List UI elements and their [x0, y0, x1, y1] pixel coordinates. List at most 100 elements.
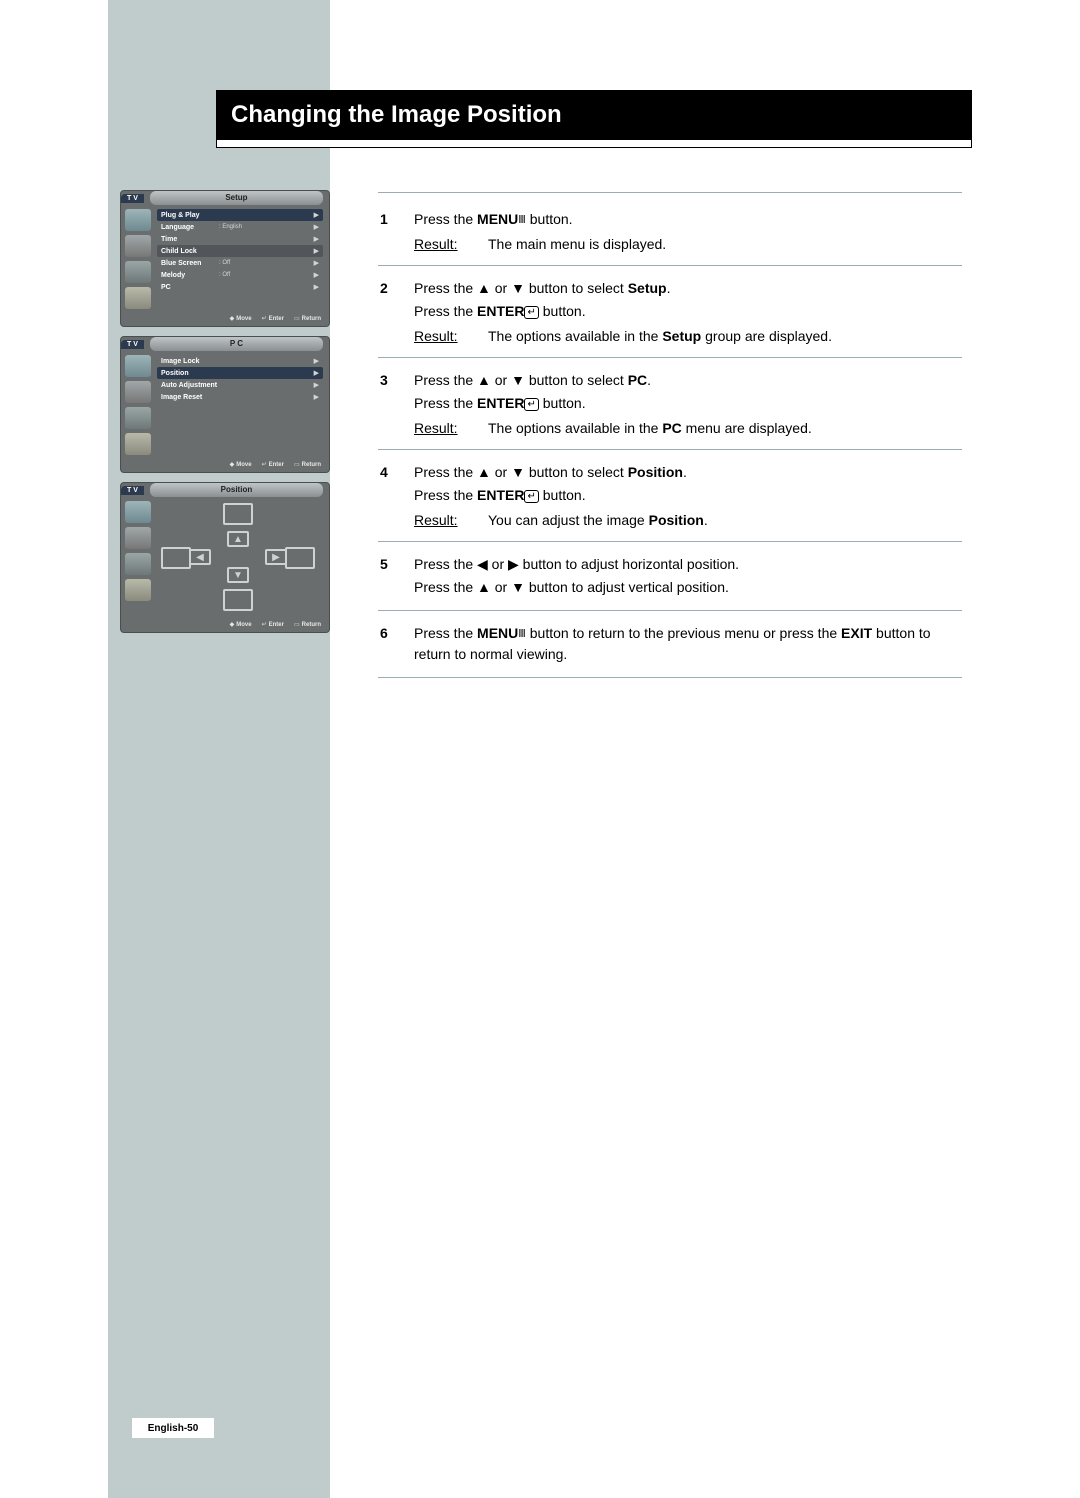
position-screen-right	[285, 547, 315, 569]
step-line: Press the ◀ or ▶ button to adjust horizo…	[414, 554, 962, 575]
osd-row-label: Blue Screen	[161, 260, 219, 267]
osd-row: Blue Screen: Off▶	[157, 257, 323, 269]
step-body: Press the ▲ or ▼ button to select Setup.…	[414, 278, 962, 347]
osd-row-label: Image Lock	[161, 358, 219, 365]
position-screen-top	[223, 503, 253, 525]
step-body: Press the MENUⅢ button. Result:The main m…	[414, 209, 962, 255]
osd-footer-move: ◆ Move	[230, 461, 252, 468]
step-line: Press the ENTER↵ button.	[414, 301, 962, 322]
result-label: Result:	[414, 326, 488, 347]
osd-icon	[125, 579, 151, 601]
osd-setup-menu: T V Setup Plug & Play▶Language: English▶…	[120, 190, 330, 327]
osd-row: Child Lock ▶	[157, 245, 323, 257]
chevron-right-icon: ▶	[314, 247, 319, 255]
osd-footer-move: ◆ Move	[230, 315, 252, 322]
position-screen-bottom	[223, 589, 253, 611]
osd-row-label: Plug & Play	[161, 212, 219, 219]
steps-container: 1Press the MENUⅢ button.Result:The main …	[378, 192, 962, 684]
osd-footer-move: ◆ Move	[230, 621, 252, 628]
osd-row: Time ▶	[157, 233, 323, 245]
osd-title: Setup	[150, 191, 323, 205]
osd-row-label: Image Reset	[161, 394, 219, 401]
osd-icon	[125, 261, 151, 283]
osd-footer-enter: ↵ Enter	[262, 315, 284, 322]
arrow-up-icon: ▲	[227, 531, 249, 547]
step: 3Press the ▲ or ▼ button to select PC.Pr…	[378, 364, 962, 445]
step-result: Result:You can adjust the image Position…	[414, 510, 962, 531]
result-label: Result:	[414, 510, 488, 531]
arrow-right-icon: ▶	[265, 549, 287, 565]
top-rule	[378, 192, 962, 193]
osd-tv-label: T V	[121, 340, 144, 349]
result-text: The options available in the Setup group…	[488, 326, 962, 347]
osd-row-label: Auto Adjustment	[161, 382, 219, 389]
osd-icon	[125, 381, 151, 403]
page-title-bar: Changing the Image Position	[216, 90, 972, 140]
osd-position-diagram: ▲ ◀ ▶ ▼	[161, 503, 323, 613]
osd-icon	[125, 209, 151, 231]
step-body: Press the ▲ or ▼ button to select Positi…	[414, 462, 962, 531]
osd-icon	[125, 501, 151, 523]
arrow-left-icon: ◀	[189, 549, 211, 565]
step-body: Press the ▲ or ▼ button to select PC.Pre…	[414, 370, 962, 439]
chevron-right-icon: ▶	[314, 283, 319, 291]
chevron-right-icon: ▶	[314, 369, 319, 377]
step: 1Press the MENUⅢ button.Result:The main …	[378, 203, 962, 261]
osd-row-value: : Off	[219, 260, 314, 266]
enter-icon: ↵	[524, 490, 538, 503]
step: 2Press the ▲ or ▼ button to select Setup…	[378, 272, 962, 353]
osd-row-label: Time	[161, 236, 219, 243]
osd-row-label: PC	[161, 284, 219, 291]
osd-footer: ◆ Move ↵ Enter ▭ Return	[121, 619, 329, 632]
osd-icon	[125, 527, 151, 549]
osd-side-icons	[121, 205, 155, 313]
result-text: The main menu is displayed.	[488, 234, 962, 255]
result-label: Result:	[414, 234, 488, 255]
menu-icon: Ⅲ	[518, 626, 526, 643]
step-number: 3	[378, 370, 414, 439]
osd-row: Image Lock▶	[157, 355, 323, 367]
osd-pc-menu: T V P C Image Lock▶Position▶Auto Adjustm…	[120, 336, 330, 473]
osd-row: Auto Adjustment▶	[157, 379, 323, 391]
osd-side-icons	[121, 497, 155, 619]
osd-list: Plug & Play▶Language: English▶Time▶Child…	[155, 205, 329, 313]
step-line: Press the ENTER↵ button.	[414, 393, 962, 414]
osd-tv-label: T V	[121, 194, 144, 203]
arrow-down-icon: ▼	[227, 567, 249, 583]
step-body: Press the ◀ or ▶ button to adjust horizo…	[414, 554, 962, 600]
step-line: Press the ENTER↵ button.	[414, 485, 962, 506]
title-bar-underline	[216, 140, 972, 148]
osd-icon	[125, 287, 151, 309]
step: 4Press the ▲ or ▼ button to select Posit…	[378, 456, 962, 537]
enter-icon: ↵	[524, 398, 538, 411]
osd-icon	[125, 355, 151, 377]
osd-row-value: : English	[219, 224, 314, 230]
step: 6Press the MENUⅢ button to return to the…	[378, 617, 962, 673]
osd-body: Plug & Play▶Language: English▶Time▶Child…	[121, 205, 329, 313]
position-screen-left	[161, 547, 191, 569]
osd-row-label: Child Lock	[161, 248, 219, 255]
step-line: Press the ▲ or ▼ button to select PC.	[414, 370, 962, 391]
chevron-right-icon: ▶	[314, 235, 319, 243]
osd-footer-enter: ↵ Enter	[262, 461, 284, 468]
step-result: Result:The main menu is displayed.	[414, 234, 962, 255]
osd-list: Image Lock▶Position▶Auto Adjustment▶Imag…	[155, 351, 329, 459]
osd-footer-return: ▭ Return	[294, 621, 321, 628]
osd-title: Position	[150, 483, 323, 497]
step-line: Press the MENUⅢ button.	[414, 209, 962, 230]
chevron-right-icon: ▶	[314, 393, 319, 401]
step-line: Press the ▲ or ▼ button to adjust vertic…	[414, 577, 962, 598]
osd-header: T V P C	[121, 337, 329, 351]
step-number: 5	[378, 554, 414, 600]
osd-icon	[125, 553, 151, 575]
osd-row-label: Language	[161, 224, 219, 231]
osd-row-value: : Off	[219, 272, 314, 278]
chevron-right-icon: ▶	[314, 211, 319, 219]
osd-row: Melody: Off▶	[157, 269, 323, 281]
osd-side-icons	[121, 351, 155, 459]
chevron-right-icon: ▶	[314, 259, 319, 267]
osd-row-label: Melody	[161, 272, 219, 279]
osd-icon	[125, 407, 151, 429]
page-number: English-50	[148, 1423, 199, 1434]
osd-body: Image Lock▶Position▶Auto Adjustment▶Imag…	[121, 351, 329, 459]
